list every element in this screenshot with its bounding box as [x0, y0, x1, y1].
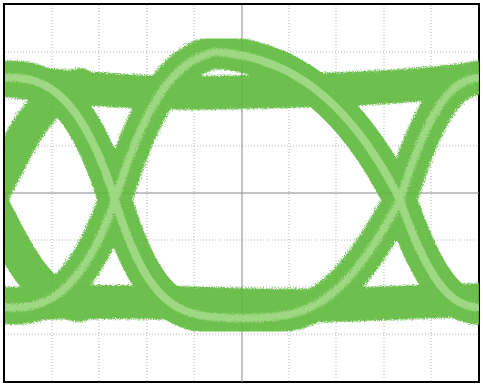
eye-trace [5, 68, 97, 208]
eye-trace [5, 48, 479, 312]
eye-trace [5, 73, 479, 322]
eye-diagram [5, 35, 479, 335]
eye-trace [5, 192, 97, 322]
eye-trace-core [5, 48, 479, 322]
